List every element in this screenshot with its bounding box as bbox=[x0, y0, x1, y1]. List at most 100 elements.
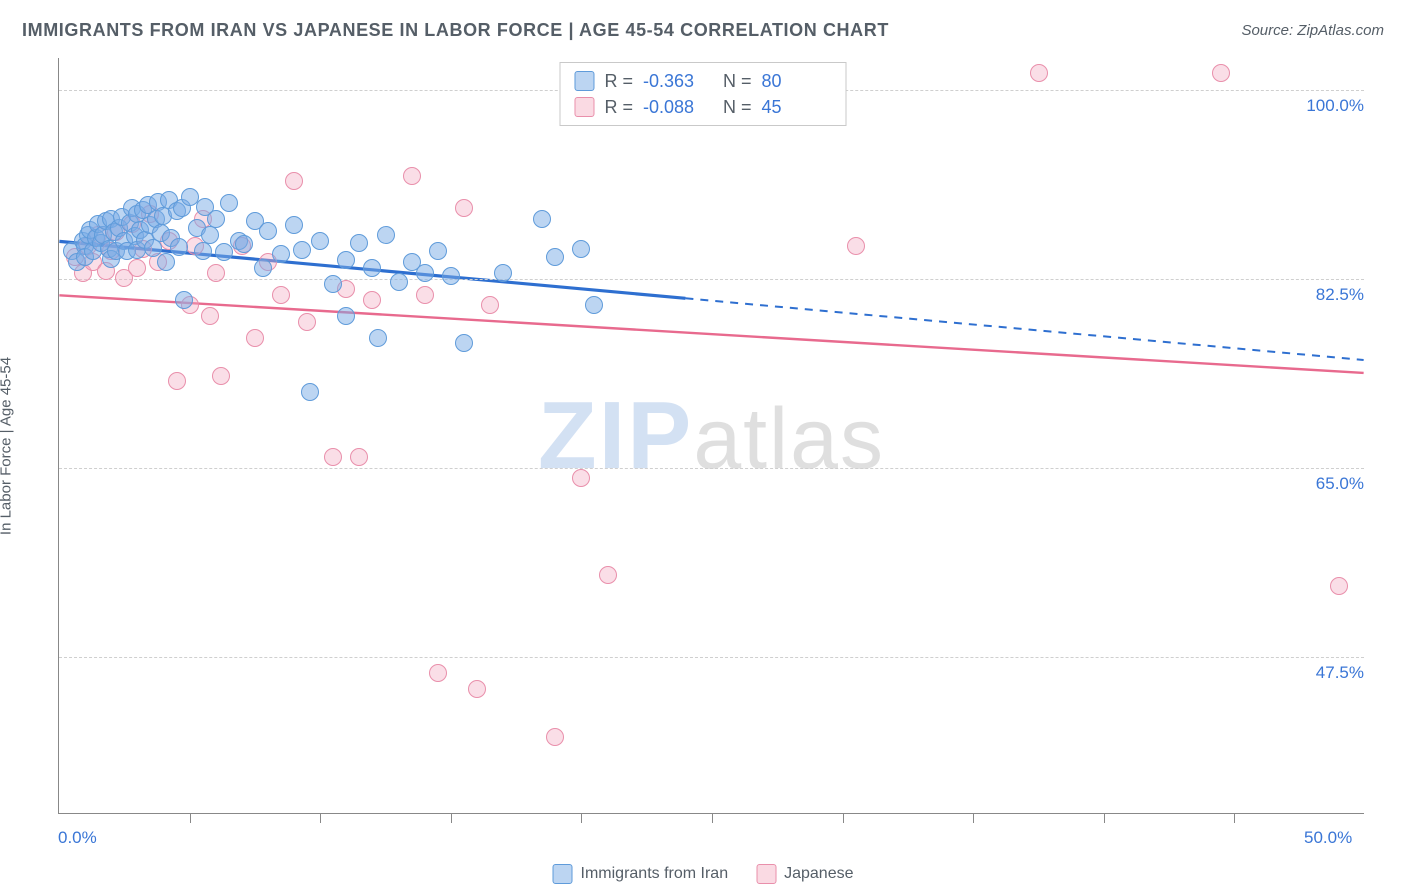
watermark-zip: ZIP bbox=[538, 382, 693, 489]
swatch-pink-icon bbox=[574, 97, 594, 117]
data-point-iran bbox=[390, 273, 408, 291]
data-point-iran bbox=[254, 259, 272, 277]
n-label: N = bbox=[723, 71, 752, 92]
data-point-iran bbox=[285, 216, 303, 234]
data-point-iran bbox=[170, 238, 188, 256]
data-point-japanese bbox=[847, 237, 865, 255]
trend-lines-svg bbox=[59, 58, 1364, 813]
data-point-iran bbox=[311, 232, 329, 250]
x-tick bbox=[843, 813, 844, 823]
plot-area: ZIPatlas bbox=[58, 58, 1364, 814]
legend-item-japanese: Japanese bbox=[756, 864, 853, 884]
x-tick-label: 0.0% bbox=[58, 828, 97, 886]
chart-title: IMMIGRANTS FROM IRAN VS JAPANESE IN LABO… bbox=[22, 20, 889, 41]
data-point-japanese bbox=[599, 566, 617, 584]
y-axis-label: In Labor Force | Age 45-54 bbox=[0, 357, 15, 535]
data-point-iran bbox=[201, 226, 219, 244]
data-point-japanese bbox=[429, 664, 447, 682]
data-point-iran bbox=[337, 251, 355, 269]
data-point-japanese bbox=[416, 286, 434, 304]
data-point-iran bbox=[363, 259, 381, 277]
data-point-japanese bbox=[246, 329, 264, 347]
data-point-iran bbox=[215, 243, 233, 261]
data-point-iran bbox=[455, 334, 473, 352]
swatch-blue-icon bbox=[574, 71, 594, 91]
data-point-iran bbox=[572, 240, 590, 258]
x-tick bbox=[712, 813, 713, 823]
data-point-iran bbox=[369, 329, 387, 347]
watermark-atlas: atlas bbox=[693, 391, 885, 487]
gridline-h bbox=[59, 468, 1364, 469]
data-point-japanese bbox=[207, 264, 225, 282]
data-point-iran bbox=[220, 194, 238, 212]
y-tick-label: 82.5% bbox=[1284, 285, 1364, 305]
data-point-japanese bbox=[572, 469, 590, 487]
y-axis-label-wrap: In Labor Force | Age 45-54 bbox=[0, 268, 15, 446]
data-point-iran bbox=[585, 296, 603, 314]
x-tick bbox=[190, 813, 191, 823]
data-point-japanese bbox=[298, 313, 316, 331]
data-point-iran bbox=[272, 245, 290, 263]
data-point-iran bbox=[207, 210, 225, 228]
x-tick-label: 50.0% bbox=[1304, 828, 1352, 886]
data-point-iran bbox=[442, 267, 460, 285]
y-tick-label: 100.0% bbox=[1284, 96, 1364, 116]
r-value: -0.363 bbox=[643, 71, 713, 92]
data-point-iran bbox=[175, 291, 193, 309]
data-point-japanese bbox=[363, 291, 381, 309]
data-point-iran bbox=[494, 264, 512, 282]
data-point-japanese bbox=[481, 296, 499, 314]
legend-label: Japanese bbox=[784, 865, 853, 883]
data-point-iran bbox=[350, 234, 368, 252]
correlation-legend: R = -0.363 N = 80 R = -0.088 N = 45 bbox=[559, 62, 846, 126]
data-point-iran bbox=[377, 226, 395, 244]
chart-container: IMMIGRANTS FROM IRAN VS JAPANESE IN LABO… bbox=[0, 0, 1406, 892]
x-tick bbox=[1104, 813, 1105, 823]
data-point-japanese bbox=[212, 367, 230, 385]
swatch-pink-icon bbox=[756, 864, 776, 884]
data-point-iran bbox=[259, 222, 277, 240]
x-tick bbox=[451, 813, 452, 823]
data-point-iran bbox=[301, 383, 319, 401]
r-label: R = bbox=[604, 97, 633, 118]
data-point-iran bbox=[533, 210, 551, 228]
data-point-iran bbox=[546, 248, 564, 266]
r-value: -0.088 bbox=[643, 97, 713, 118]
gridline-h bbox=[59, 657, 1364, 658]
data-point-japanese bbox=[1212, 64, 1230, 82]
y-tick-label: 47.5% bbox=[1284, 663, 1364, 683]
swatch-blue-icon bbox=[553, 864, 573, 884]
correlation-row-1: R = -0.363 N = 80 bbox=[574, 68, 831, 94]
data-point-japanese bbox=[1330, 577, 1348, 595]
legend-item-iran: Immigrants from Iran bbox=[553, 864, 729, 884]
data-point-japanese bbox=[324, 448, 342, 466]
data-point-japanese bbox=[201, 307, 219, 325]
data-point-japanese bbox=[285, 172, 303, 190]
gridline-h bbox=[59, 279, 1364, 280]
data-point-iran bbox=[429, 242, 447, 260]
data-point-iran bbox=[416, 264, 434, 282]
x-tick bbox=[320, 813, 321, 823]
n-value: 80 bbox=[762, 71, 832, 92]
x-tick bbox=[1234, 813, 1235, 823]
series-legend: Immigrants from Iran Japanese bbox=[553, 864, 854, 884]
data-point-japanese bbox=[1030, 64, 1048, 82]
data-point-japanese bbox=[546, 728, 564, 746]
x-tick bbox=[581, 813, 582, 823]
data-point-japanese bbox=[272, 286, 290, 304]
data-point-japanese bbox=[168, 372, 186, 390]
data-point-iran bbox=[157, 253, 175, 271]
data-point-iran bbox=[324, 275, 342, 293]
data-point-japanese bbox=[468, 680, 486, 698]
watermark: ZIPatlas bbox=[538, 381, 885, 491]
data-point-japanese bbox=[455, 199, 473, 217]
n-value: 45 bbox=[762, 97, 832, 118]
x-tick bbox=[973, 813, 974, 823]
data-point-japanese bbox=[128, 259, 146, 277]
title-bar: IMMIGRANTS FROM IRAN VS JAPANESE IN LABO… bbox=[22, 14, 1384, 46]
data-point-iran bbox=[293, 241, 311, 259]
data-point-iran bbox=[235, 235, 253, 253]
data-point-iran bbox=[194, 242, 212, 260]
data-point-japanese bbox=[350, 448, 368, 466]
correlation-row-2: R = -0.088 N = 45 bbox=[574, 94, 831, 120]
